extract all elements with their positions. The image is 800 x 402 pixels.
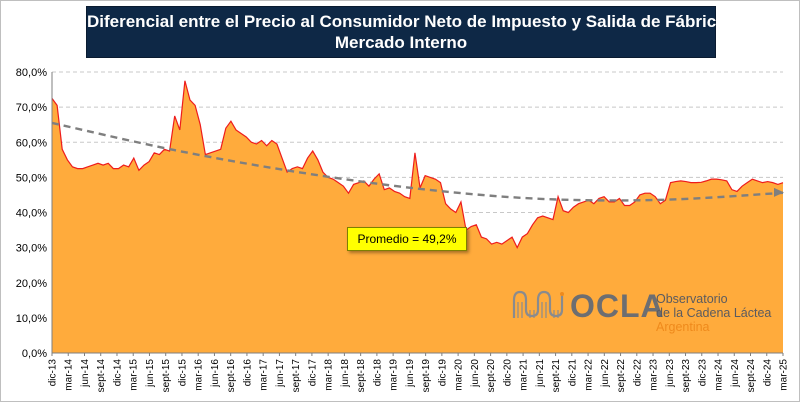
ocla-wave-icon bbox=[512, 290, 564, 318]
y-tick-label: 30,0% bbox=[16, 243, 47, 255]
y-tick-label: 50,0% bbox=[16, 172, 47, 184]
chart-title-line1: Diferencial entre el Precio al Consumido… bbox=[87, 12, 732, 31]
y-tick-label: 10,0% bbox=[16, 313, 47, 325]
x-tick-label: jun-22 bbox=[600, 359, 611, 388]
x-tick-label: jun-18 bbox=[340, 359, 351, 388]
x-tick-label: mar-16 bbox=[194, 359, 205, 391]
x-tick-label: jun-23 bbox=[665, 359, 676, 388]
x-tick-label: sept-21 bbox=[551, 359, 562, 393]
x-tick-label: mar-25 bbox=[779, 359, 790, 391]
x-tick-label: dic-13 bbox=[48, 359, 59, 387]
x-tick-label: dic-22 bbox=[632, 359, 643, 387]
y-axis-ticks: 0,0% 10,0% 20,0% 30,0% 40,0% 50,0% 60,0% 70,0% 8… bbox=[16, 67, 47, 360]
y-tick-label: 0,0% bbox=[22, 348, 47, 360]
trend-layer bbox=[51, 121, 784, 202]
logo-text-line3: Argentina bbox=[656, 320, 710, 334]
logo-text-line2: de la Cadena Láctea bbox=[656, 306, 772, 320]
x-tick-label: mar-18 bbox=[324, 359, 335, 391]
y-tick-label: 70,0% bbox=[16, 102, 47, 114]
x-tick-label: mar-21 bbox=[519, 359, 530, 391]
x-tick-label: mar-24 bbox=[714, 359, 725, 391]
x-tick-label: jun-21 bbox=[535, 359, 546, 388]
x-tick-label: dic-24 bbox=[762, 359, 773, 387]
axes bbox=[51, 72, 783, 354]
x-tick-label: sept-22 bbox=[616, 359, 627, 393]
trend-line bbox=[51, 121, 784, 202]
x-tick-label: mar-14 bbox=[64, 359, 75, 391]
area-fill bbox=[52, 80, 783, 353]
x-tick-label: sept-19 bbox=[421, 359, 432, 393]
y-tick-label: 60,0% bbox=[16, 137, 47, 149]
x-tick-label: mar-23 bbox=[649, 359, 660, 391]
x-tick-label: sept-17 bbox=[291, 359, 302, 393]
x-tick-label: jun-17 bbox=[275, 359, 286, 388]
x-tick-label: dic-16 bbox=[242, 359, 253, 387]
y-tick-label: 80,0% bbox=[16, 67, 47, 79]
x-axis-ticks: dic-13 mar-14 jun-14 sept-14 dic-14 mar-15 jun… bbox=[48, 353, 790, 392]
x-tick-label: dic-20 bbox=[502, 359, 513, 387]
x-tick-label: jun-19 bbox=[405, 359, 416, 388]
x-tick-label: jun-15 bbox=[145, 359, 156, 388]
x-tick-label: dic-19 bbox=[437, 359, 448, 387]
x-tick-label: jun-14 bbox=[80, 359, 91, 388]
x-tick-label: dic-18 bbox=[372, 359, 383, 387]
x-tick-label: dic-17 bbox=[307, 359, 318, 387]
x-tick-label: mar-22 bbox=[584, 359, 595, 391]
x-tick-label: sept-23 bbox=[681, 359, 692, 393]
ocla-logo: OCLA Observatorio de la Cadena Láctea Ar… bbox=[512, 288, 782, 338]
x-tick-label: mar-19 bbox=[389, 359, 400, 391]
x-tick-label: mar-15 bbox=[129, 359, 140, 391]
series-line bbox=[51, 80, 784, 250]
logo-wordmark: OCLA bbox=[570, 288, 665, 324]
x-tick-label: dic-14 bbox=[112, 359, 123, 387]
x-tick-label: jun-20 bbox=[470, 359, 481, 388]
x-tick-label: sept-20 bbox=[486, 359, 497, 393]
x-tick-label: dic-23 bbox=[697, 359, 708, 387]
x-tick-label: sept-15 bbox=[161, 359, 172, 393]
chart-title-line2: Mercado Interno bbox=[334, 33, 468, 52]
x-tick-label: sept-14 bbox=[96, 359, 107, 393]
x-tick-label: dic-21 bbox=[567, 359, 578, 387]
area-layer bbox=[51, 80, 784, 353]
x-tick-label: jun-24 bbox=[730, 359, 741, 388]
chart-title: Diferencial entre el Precio al Consumido… bbox=[86, 6, 732, 58]
y-tick-label: 20,0% bbox=[16, 278, 47, 290]
trend-arrowhead bbox=[774, 187, 784, 197]
x-tick-label: sept-16 bbox=[226, 359, 237, 393]
x-tick-label: mar-20 bbox=[454, 359, 465, 391]
x-tick-label: sept-18 bbox=[356, 359, 367, 393]
x-tick-label: sept-24 bbox=[746, 359, 757, 393]
x-tick-label: mar-17 bbox=[259, 359, 270, 391]
x-tick-label: dic-15 bbox=[177, 359, 188, 387]
average-annotation: Promedio = 49,2% bbox=[347, 227, 467, 251]
y-tick-label: 40,0% bbox=[16, 208, 47, 220]
logo-text-line1: Observatorio bbox=[656, 292, 728, 306]
x-tick-label: jun-16 bbox=[210, 359, 221, 388]
